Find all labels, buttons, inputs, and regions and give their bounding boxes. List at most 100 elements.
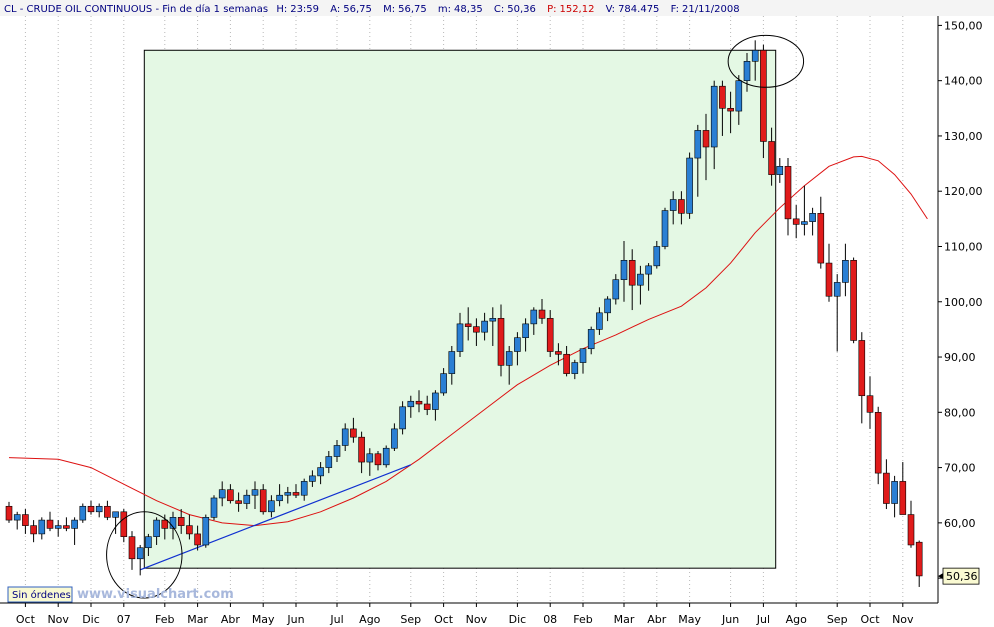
candle-body xyxy=(161,519,169,529)
candle xyxy=(719,80,726,136)
candle-body xyxy=(637,273,644,286)
candle-body xyxy=(407,400,415,408)
field-value-c: 50,36 xyxy=(507,4,536,15)
candle xyxy=(825,243,833,302)
candle xyxy=(735,75,743,125)
candle xyxy=(30,520,37,543)
x-tick-label: Jul xyxy=(329,613,343,626)
candle xyxy=(464,307,472,341)
candle xyxy=(186,514,193,540)
candle-body xyxy=(95,505,103,513)
candle-body xyxy=(22,514,29,526)
orders-badge[interactable] xyxy=(7,586,73,603)
candle-body xyxy=(825,262,833,297)
candle xyxy=(22,509,29,534)
candle-body xyxy=(79,505,87,521)
candle-body xyxy=(628,260,636,286)
candle-body xyxy=(481,320,488,333)
candle xyxy=(637,265,644,305)
candle-body xyxy=(514,337,521,352)
candle xyxy=(489,307,497,346)
candle xyxy=(751,40,759,81)
candle xyxy=(891,475,898,518)
candle-body xyxy=(661,210,669,247)
field-label-p: P: xyxy=(547,4,556,15)
last-price-arrow xyxy=(938,573,943,580)
candle-body xyxy=(530,309,538,325)
candle-body xyxy=(251,489,259,496)
candle-body xyxy=(399,406,406,430)
candle xyxy=(341,423,349,451)
candle-body xyxy=(456,323,464,352)
candle xyxy=(391,423,398,451)
x-tick-label: Feb xyxy=(573,613,592,626)
candle xyxy=(104,500,111,521)
x-tick-label: Nov xyxy=(892,613,914,626)
candle-body xyxy=(866,395,874,413)
candle xyxy=(13,511,21,530)
candle xyxy=(440,368,447,396)
candle xyxy=(768,127,775,186)
candle-body xyxy=(391,428,398,449)
candle xyxy=(481,312,488,341)
field-label-f: F: xyxy=(671,4,679,15)
candle-body xyxy=(809,213,816,222)
candle-body xyxy=(751,49,759,62)
candle xyxy=(120,509,128,543)
candle xyxy=(784,158,792,236)
x-tick-label: Jul xyxy=(756,613,770,626)
candle xyxy=(661,207,669,250)
candle-body xyxy=(227,489,234,502)
candle-body xyxy=(792,218,800,225)
ma-line xyxy=(8,155,928,527)
candle-body xyxy=(309,475,316,482)
field-value-f: 21/11/2008 xyxy=(682,4,740,15)
candle-body xyxy=(268,500,275,513)
candle-body xyxy=(153,519,160,537)
candle-body xyxy=(587,329,595,350)
candle xyxy=(866,376,874,429)
candle-body xyxy=(735,80,743,112)
annotation-circle xyxy=(727,34,805,88)
candle-body xyxy=(358,436,365,463)
candle-body xyxy=(210,497,218,518)
candle-body xyxy=(850,260,857,341)
candle-body xyxy=(5,505,13,521)
field-label-v: V: xyxy=(606,4,615,15)
candle xyxy=(883,459,890,510)
candle-body xyxy=(915,541,923,577)
candle-body xyxy=(325,456,333,468)
candle-body xyxy=(653,246,661,267)
candle xyxy=(153,517,160,545)
candle xyxy=(71,517,78,545)
candle xyxy=(194,525,201,551)
field-label-h: H: xyxy=(276,4,287,15)
field-value-m-min: 48,35 xyxy=(454,4,483,15)
candle-body xyxy=(104,505,111,518)
candle xyxy=(415,390,423,413)
candle-body xyxy=(604,298,611,314)
candle-body xyxy=(678,199,685,214)
candle xyxy=(727,91,734,134)
candle-body xyxy=(284,492,292,496)
candle-body xyxy=(489,318,497,322)
candle xyxy=(423,395,431,416)
candle xyxy=(259,484,267,515)
y-tick-label: 130,00 xyxy=(944,130,983,143)
x-tick-label: May xyxy=(678,613,701,626)
candle xyxy=(546,310,554,358)
candle xyxy=(317,462,324,485)
candle xyxy=(555,343,562,366)
candle-body xyxy=(563,353,570,374)
candle xyxy=(202,514,210,548)
field-label-m-min: m: xyxy=(438,4,451,15)
highlight-rect xyxy=(143,49,777,569)
candle xyxy=(694,124,702,197)
candle xyxy=(432,390,439,421)
watermark: www.visualchart.com xyxy=(77,587,234,602)
candle xyxy=(112,511,119,534)
candle xyxy=(817,196,825,269)
candle xyxy=(571,359,579,380)
candle-body xyxy=(833,282,841,297)
